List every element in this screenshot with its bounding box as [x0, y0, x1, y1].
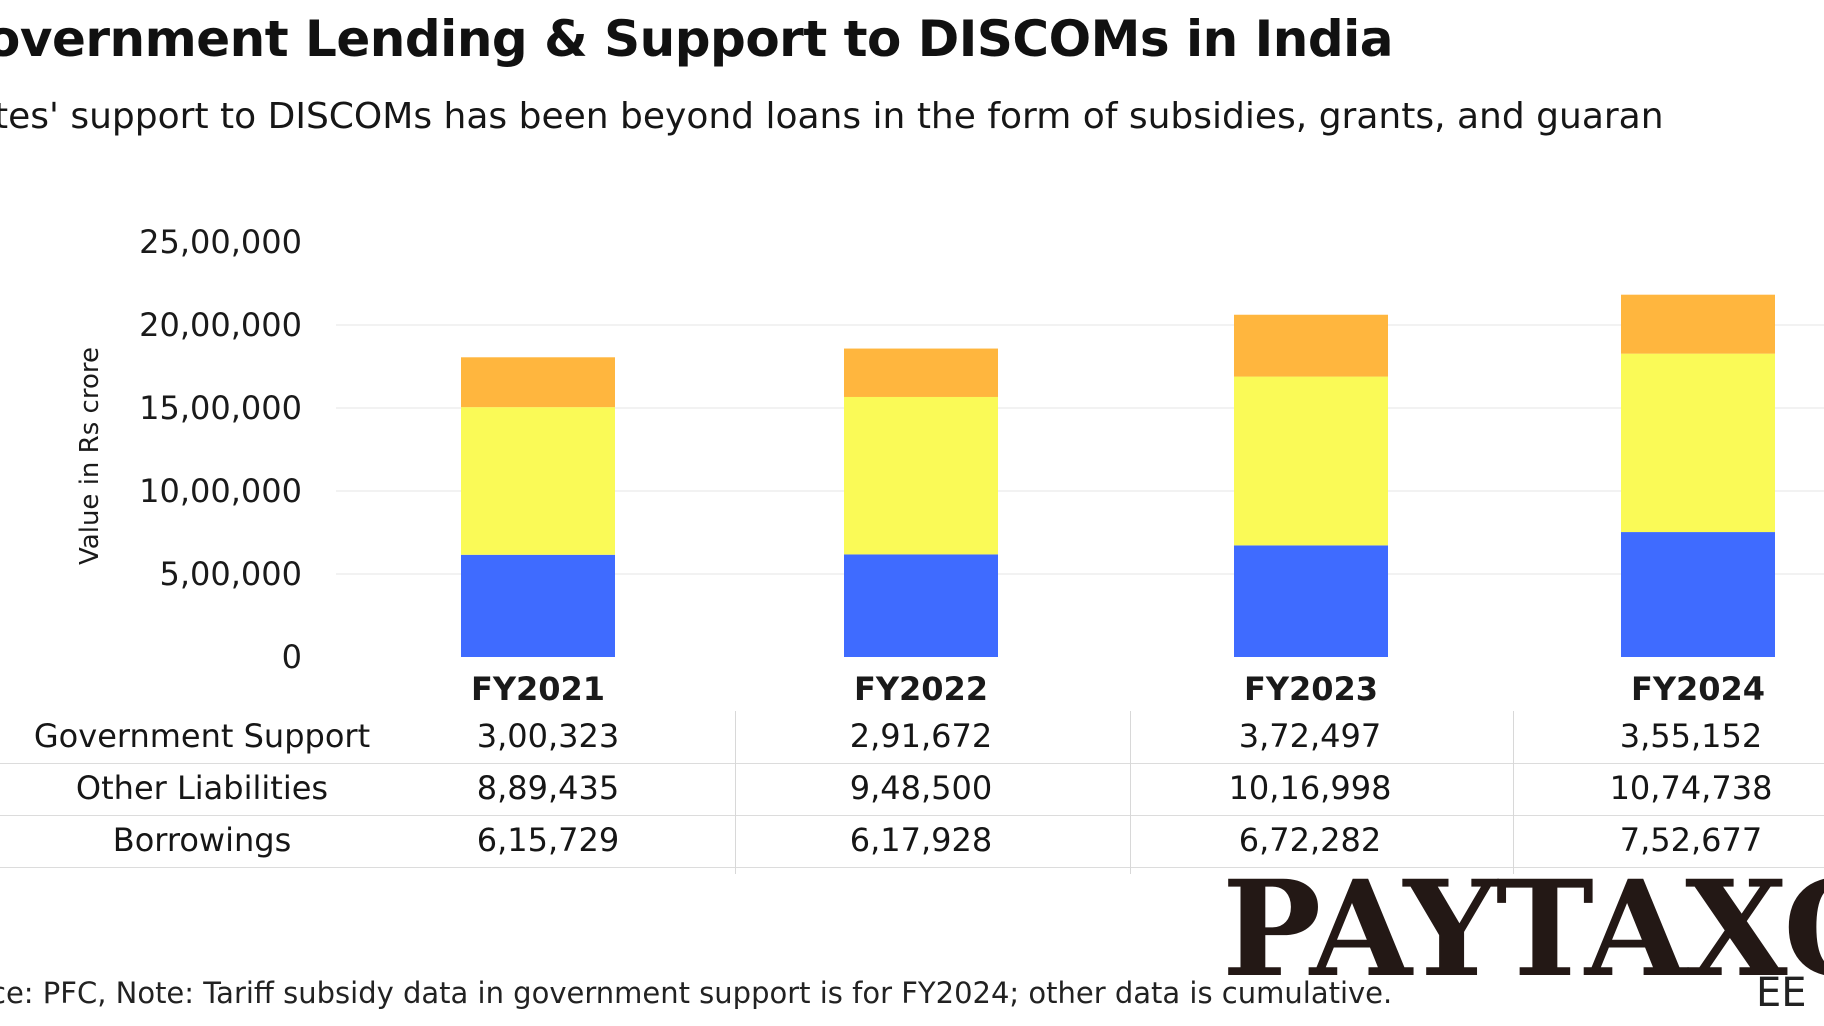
chart-title: overnment Lending & Support to DISCOMs i…: [0, 10, 1394, 68]
y-axis-ticks: 0 5,00,000 10,00,000 15,00,000 20,00,000 25,0…: [139, 223, 302, 676]
row-label: Borrowings: [112, 821, 292, 859]
table-cell: 10,16,998: [1228, 769, 1392, 807]
bar-government-support: [461, 357, 615, 408]
table-cell: 10,74,738: [1609, 769, 1773, 807]
table-cell: 8,89,435: [476, 769, 620, 807]
table-cell: 6,15,729: [476, 821, 620, 859]
row-label: Government Support: [33, 717, 371, 755]
stacked-bar-chart: 0 5,00,000 10,00,000 15,00,000 20,00,000 25,0…: [75, 223, 1824, 708]
y-axis-label: Value in Rs crore: [75, 347, 105, 565]
bar-other-liabilities: [1621, 353, 1775, 533]
x-axis-categories: FY2021 FY2022 FY2023 FY2024: [471, 670, 1765, 708]
y-tick-label: 5,00,000: [160, 555, 303, 593]
y-tick-label: 15,00,000: [139, 389, 302, 427]
bar-government-support: [1621, 294, 1775, 354]
y-tick-label: 0: [282, 638, 302, 676]
bar-government-support: [1234, 314, 1388, 377]
y-tick-label: 25,00,000: [139, 223, 302, 261]
table-cell: 2,91,672: [849, 717, 993, 755]
bar-government-support: [844, 348, 998, 397]
table-cell: 6,72,282: [1238, 821, 1382, 859]
y-tick-label: 10,00,000: [139, 472, 302, 510]
bar-borrowings: [844, 554, 998, 657]
table-row-borrowings: Borrowings 6,15,729 6,17,928 6,72,282 7,…: [0, 815, 1824, 868]
corner-mark: EE: [1756, 970, 1807, 1016]
table-cell: 7,52,677: [1619, 821, 1763, 859]
bar-borrowings: [1621, 532, 1775, 657]
x-category-label: FY2023: [1244, 670, 1378, 708]
bar-other-liabilities: [1234, 376, 1388, 546]
table-cell: 3,72,497: [1238, 717, 1382, 755]
table-cell: 6,17,928: [849, 821, 993, 859]
y-tick-label: 20,00,000: [139, 306, 302, 344]
bars: [461, 294, 1775, 657]
table-row-government-support: Government Support 3,00,323 2,91,672 3,7…: [0, 711, 1824, 764]
x-category-label: FY2024: [1631, 670, 1765, 708]
table-divider: [1513, 711, 1514, 874]
row-label: Other Liabilities: [75, 769, 329, 807]
table-row-other-liabilities: Other Liabilities 8,89,435 9,48,500 10,1…: [0, 763, 1824, 816]
table-divider: [1130, 711, 1131, 874]
source-footnote: ce: PFC, Note: Tariff subsidy data in go…: [0, 976, 1393, 1010]
x-category-label: FY2021: [471, 670, 605, 708]
bar-other-liabilities: [461, 407, 615, 555]
table-cell: 9,48,500: [849, 769, 993, 807]
data-table: Government Support 3,00,323 2,91,672 3,7…: [0, 711, 1824, 874]
paytaxo-watermark-logo: PAYTAXO: [1222, 852, 1824, 1007]
table-cell: 3,55,152: [1619, 717, 1763, 755]
table-cell: 3,00,323: [476, 717, 620, 755]
chart-subtitle: tes' support to DISCOMs has been beyond …: [0, 96, 1664, 137]
bar-other-liabilities: [844, 396, 998, 555]
x-category-label: FY2022: [854, 670, 988, 708]
bar-borrowings: [1234, 545, 1388, 657]
bar-borrowings: [461, 554, 615, 657]
table-divider: [735, 711, 736, 874]
